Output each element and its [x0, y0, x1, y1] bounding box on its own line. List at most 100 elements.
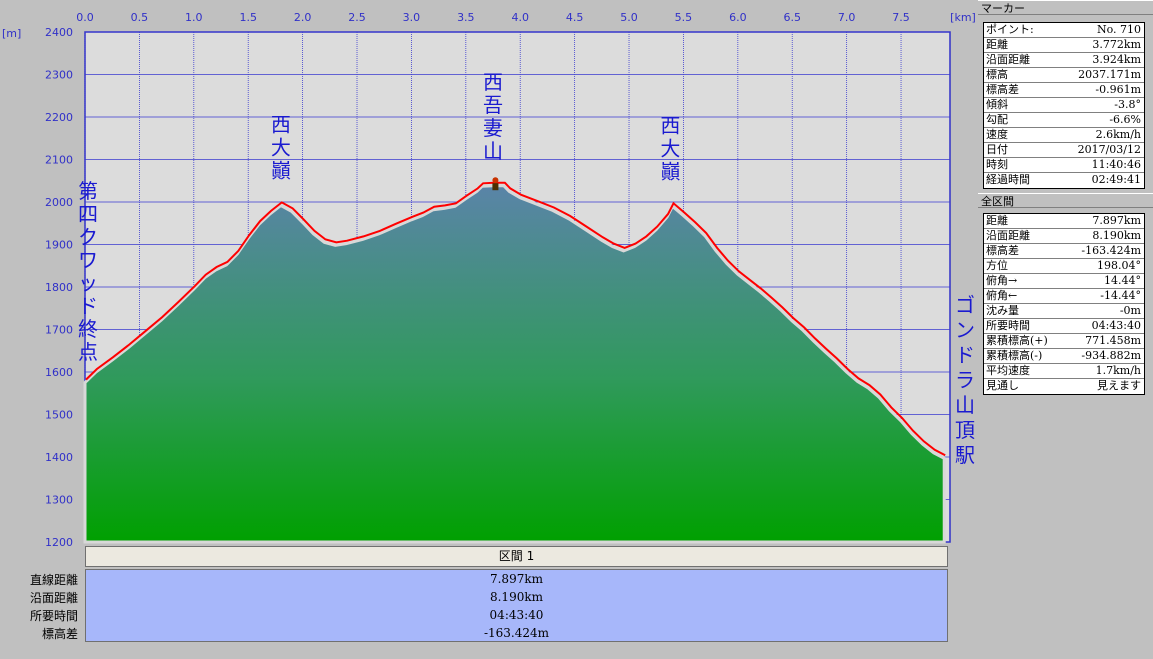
- y-tick-label: 1700: [45, 324, 73, 337]
- y-tick-label: 2300: [45, 69, 73, 82]
- section-label: 沿面距離: [29, 591, 78, 605]
- section-key: 累積標高(+): [986, 334, 1048, 347]
- route-line: [85, 181, 946, 457]
- y-tick-label: 1400: [45, 451, 73, 464]
- x-tick-label: 7.5: [892, 11, 910, 24]
- section-key: 標高差: [986, 244, 1019, 257]
- section-value: 8.190km: [1092, 229, 1141, 242]
- end-label-char: 駅: [955, 443, 975, 467]
- x-tick-label: 2.0: [294, 11, 312, 24]
- section-key: 距離: [986, 214, 1008, 227]
- marker-row: ポイント: No. 710: [984, 23, 1144, 38]
- section-key: 見通し: [986, 379, 1019, 392]
- section-key: 平均速度: [986, 364, 1030, 377]
- section-value: -163.424m: [483, 626, 550, 640]
- section-key: 沿面距離: [986, 229, 1030, 242]
- section-value: -0m: [1119, 304, 1141, 317]
- marker-key: 傾斜: [986, 98, 1008, 111]
- section-key: 沈み量: [986, 304, 1019, 317]
- marker-row: 沿面距離 3.924km: [984, 53, 1144, 68]
- section-value: 7.897km: [1092, 214, 1141, 227]
- section-value: 04:43:40: [489, 608, 544, 622]
- section-row: 標高差 -163.424m: [984, 244, 1144, 259]
- section-label: 所要時間: [29, 609, 78, 623]
- section-tab-header[interactable]: 区間 1: [85, 546, 948, 567]
- marker-value: -6.6%: [1109, 113, 1141, 126]
- marker-value: No. 710: [1096, 23, 1141, 36]
- start-label-char: 点: [78, 340, 98, 364]
- marker-key: 標高: [986, 68, 1008, 81]
- x-tick-label: 4.0: [511, 11, 529, 24]
- peak-label-char: 巓: [660, 159, 680, 183]
- marker-head: [492, 177, 499, 184]
- section-row: 距離 7.897km: [984, 214, 1144, 229]
- section-row: 俯角→ 14.44°: [984, 274, 1144, 289]
- section-value: 771.458m: [1085, 334, 1141, 347]
- marker-value: 2.6km/h: [1095, 128, 1141, 141]
- start-label-char: 終: [78, 317, 98, 341]
- x-tick-label: 3.0: [403, 11, 421, 24]
- marker-info-table: ポイント: No. 710 距離 3.772km 沿面距離 3.924km 標高 2037.1…: [983, 22, 1145, 189]
- start-label-char: ッ: [78, 271, 98, 295]
- peak-label-char: 西: [660, 113, 680, 137]
- marker-key: 速度: [986, 128, 1008, 141]
- section-row: 所要時間 04:43:40: [984, 319, 1144, 334]
- marker-key: 勾配: [986, 113, 1008, 126]
- x-tick-label: 6.0: [729, 11, 747, 24]
- x-tick-label: 1.5: [239, 11, 257, 24]
- marker-value: -0.961m: [1095, 83, 1141, 96]
- peak-label-char: 吾: [483, 93, 503, 117]
- y-tick-label: 1900: [45, 239, 73, 252]
- x-tick-label: 5.0: [620, 11, 638, 24]
- section-value: 見えます: [1097, 379, 1141, 392]
- x-tick-label: 5.5: [675, 11, 693, 24]
- marker-value: 11:40:46: [1091, 158, 1141, 171]
- marker-key: 経過時間: [986, 173, 1030, 186]
- y-tick-label: 1300: [45, 494, 73, 507]
- section-value: 1.7km/h: [1095, 364, 1141, 377]
- section-summary: 7.897km 8.190km 04:43:40 -163.424m: [85, 569, 948, 642]
- end-label-char: ラ: [955, 368, 975, 392]
- y-tick-label: 1600: [45, 366, 73, 379]
- marker-key: 沿面距離: [986, 53, 1030, 66]
- marker-value: 3.924km: [1092, 53, 1141, 66]
- section-value: -163.424m: [1081, 244, 1141, 257]
- y-tick-label: 1800: [45, 281, 73, 294]
- x-tick-label: 4.5: [566, 11, 584, 24]
- end-label-char: ゴ: [955, 293, 975, 317]
- section-info-table: 距離 7.897km 沿面距離 8.190km 標高差 -163.424m 方位 198.04…: [983, 213, 1145, 395]
- marker-key: 標高差: [986, 83, 1019, 96]
- y-tick-label: 2100: [45, 154, 73, 167]
- marker-value: -3.8°: [1114, 98, 1141, 111]
- marker-body: [492, 183, 499, 191]
- start-label-char: 第: [78, 179, 98, 203]
- marker-row: 時刻 11:40:46: [984, 158, 1144, 173]
- section-row: 方位 198.04°: [984, 259, 1144, 274]
- marker-row: 傾斜 -3.8°: [984, 98, 1144, 113]
- end-label-char: ン: [955, 318, 975, 342]
- section-label: 直線距離: [29, 573, 78, 587]
- peak-label-char: 西: [271, 112, 291, 136]
- section-labels: 直線距離 沿面距離 所要時間 標高差: [0, 571, 78, 643]
- marker-key: 距離: [986, 38, 1008, 51]
- x-tick-label: 0.0: [76, 11, 94, 24]
- marker-row: 日付 2017/03/12: [984, 143, 1144, 158]
- start-label-char: 四: [78, 202, 98, 226]
- y-tick-label: 2200: [45, 111, 73, 124]
- peak-label-char: 妻: [483, 116, 503, 140]
- marker-key: ポイント:: [986, 23, 1034, 36]
- start-label-char: ク: [78, 225, 98, 249]
- section-value: 7.897km: [489, 572, 543, 586]
- y-tick-label: 1200: [45, 536, 73, 549]
- section-value: 8.190km: [489, 590, 543, 604]
- x-tick-label: 0.5: [131, 11, 149, 24]
- section-value: 04:43:40: [1091, 319, 1141, 332]
- x-tick-label: 6.5: [783, 11, 801, 24]
- marker-row: 勾配 -6.6%: [984, 113, 1144, 128]
- section-value: -14.44°: [1100, 289, 1141, 302]
- peak-label: 西大巓: [271, 112, 291, 182]
- section-row: 累積標高(+) 771.458m: [984, 334, 1144, 349]
